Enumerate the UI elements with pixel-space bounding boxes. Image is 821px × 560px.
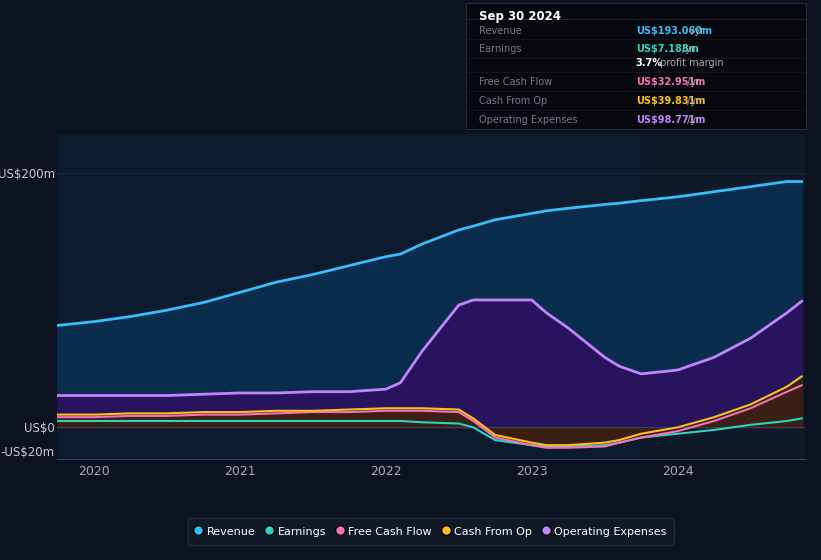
- Text: /yr: /yr: [684, 115, 699, 125]
- Text: Free Cash Flow: Free Cash Flow: [479, 77, 553, 87]
- Text: /yr: /yr: [679, 44, 695, 54]
- Text: US$32.951m: US$32.951m: [635, 77, 705, 87]
- Text: US$98.771m: US$98.771m: [635, 115, 705, 125]
- Text: 3.7%: 3.7%: [635, 58, 663, 68]
- Text: Revenue: Revenue: [479, 26, 522, 35]
- Bar: [641, 134, 805, 459]
- Text: Operating Expenses: Operating Expenses: [479, 115, 578, 125]
- Legend: Revenue, Earnings, Free Cash Flow, Cash From Op, Operating Expenses: Revenue, Earnings, Free Cash Flow, Cash …: [188, 518, 674, 544]
- Text: /yr: /yr: [688, 26, 704, 35]
- Text: US$39.831m: US$39.831m: [635, 96, 705, 106]
- Text: Cash From Op: Cash From Op: [479, 96, 548, 106]
- Text: US$193.060m: US$193.060m: [635, 26, 712, 35]
- Text: -US$20m: -US$20m: [1, 446, 54, 459]
- Text: US$7.188m: US$7.188m: [635, 44, 699, 54]
- Text: /yr: /yr: [684, 77, 699, 87]
- Text: Sep 30 2024: Sep 30 2024: [479, 11, 561, 24]
- Text: profit margin: profit margin: [657, 58, 723, 68]
- Text: /yr: /yr: [684, 96, 699, 106]
- Text: Earnings: Earnings: [479, 44, 521, 54]
